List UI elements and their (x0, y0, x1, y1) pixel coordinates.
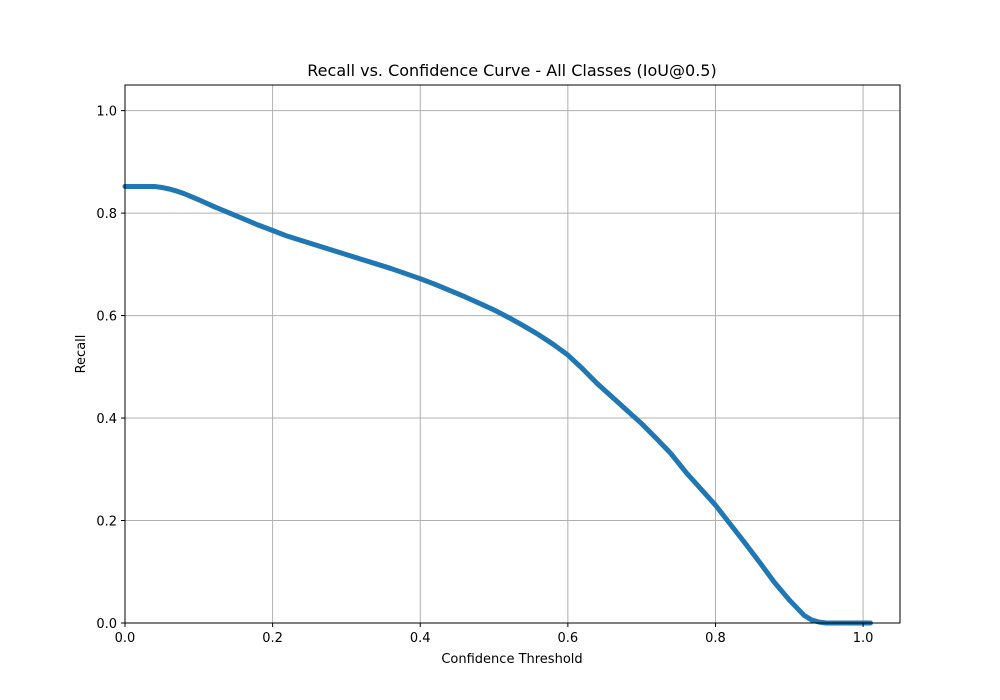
y-tick-label: 0.0 (96, 617, 117, 632)
recall-data-point (189, 194, 194, 199)
y-tick-label: 0.8 (96, 207, 117, 222)
recall-data-point (639, 421, 644, 426)
x-tick-label: 0.2 (262, 631, 283, 646)
chart-title: Recall vs. Confidence Curve - All Classe… (307, 61, 716, 80)
recall-data-point (728, 522, 733, 527)
recall-data-point (300, 238, 305, 243)
recall-data-point (698, 486, 703, 491)
recall-data-point (683, 470, 688, 475)
x-axis-label: Confidence Threshold (441, 652, 582, 667)
recall-data-point (669, 451, 674, 456)
recall-data-point (654, 436, 659, 441)
recall-data-point (344, 252, 349, 257)
recall-data-point (536, 332, 541, 337)
x-tick-label: 0.4 (410, 631, 431, 646)
recall-data-point (580, 366, 585, 371)
y-tick-label: 1.0 (96, 105, 117, 120)
recall-data-point (595, 381, 600, 386)
recall-data-point (809, 617, 814, 622)
recall-data-point (787, 597, 792, 602)
recall-data-point (174, 189, 179, 194)
recall-data-point (373, 261, 378, 266)
recall-data-point (433, 282, 437, 287)
recall-data-point (757, 560, 762, 565)
recall-data-point (506, 315, 511, 320)
recall-data-point (152, 184, 157, 189)
recall-data-point (270, 228, 275, 233)
recall-data-point (802, 613, 807, 618)
x-tick-label: 1.0 (853, 631, 874, 646)
recall-data-point (255, 222, 260, 227)
recall-data-point (167, 187, 172, 192)
recall-data-point (713, 503, 718, 508)
recall-data-point (610, 395, 615, 400)
recall-data-point (418, 276, 423, 281)
y-tick-label: 0.4 (96, 412, 117, 427)
x-tick-label: 0.8 (705, 631, 726, 646)
recall-data-point (462, 294, 467, 299)
recall-data-point (477, 301, 482, 306)
recall-data-point (211, 204, 216, 209)
recall-data-point (182, 191, 187, 196)
recall-data-point (285, 234, 290, 239)
y-axis-label: Recall (74, 335, 89, 374)
recall-data-point (159, 185, 164, 190)
recall-data-point (226, 210, 231, 215)
x-tick-label: 0.0 (115, 631, 136, 646)
recall-data-point (145, 184, 150, 189)
recall-data-point (624, 408, 629, 413)
ticks: 0.0 0.2 0.4 0.6 0.8 1.0 0.0 0.2 0.4 0.6 0.8 1.0 (96, 105, 873, 646)
recall-data-point (403, 271, 408, 276)
recall-data-point (565, 353, 570, 358)
recall-data-point (196, 197, 201, 202)
y-tick-label: 0.2 (96, 515, 117, 530)
recall-data-point (772, 580, 777, 585)
plot-frame (124, 84, 901, 624)
recall-data-point (492, 307, 497, 312)
recall-data-point (447, 288, 452, 293)
recall-data-point (241, 216, 246, 221)
recall-data-point (521, 323, 526, 328)
y-tick-label: 0.6 (96, 310, 117, 325)
recall-data-point (388, 266, 393, 271)
recall-data-point (314, 243, 319, 248)
recall-data-point (359, 257, 364, 262)
recall-data-point (743, 541, 747, 546)
recall-data-point (551, 342, 556, 347)
x-tick-label: 0.6 (558, 631, 579, 646)
recall-data-point (329, 247, 334, 252)
